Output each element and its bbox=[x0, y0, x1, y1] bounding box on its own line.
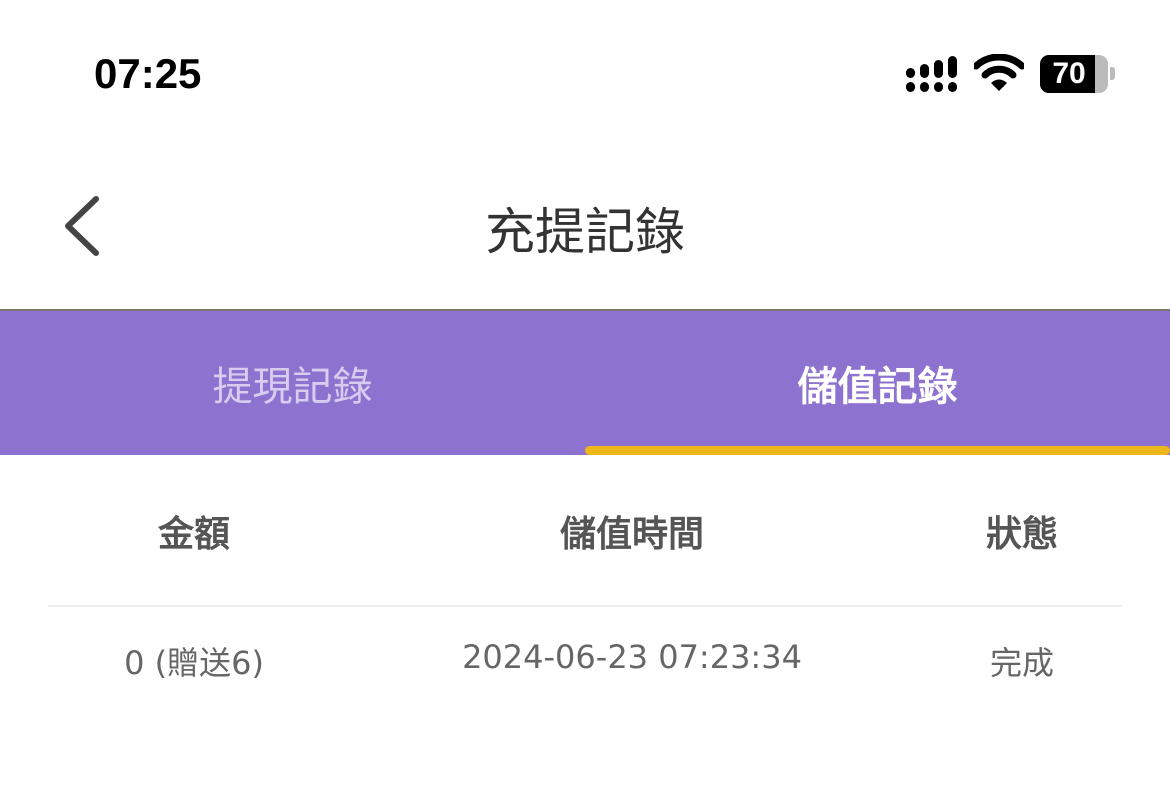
column-header-amount: 金額 bbox=[157, 514, 231, 555]
tab-label: 儲值記錄 bbox=[797, 364, 958, 410]
battery-icon: 70 bbox=[1040, 55, 1108, 93]
signal-icon bbox=[906, 56, 957, 92]
battery-nub bbox=[1110, 67, 1115, 80]
nav-bar: 充提記錄 bbox=[0, 150, 1170, 310]
tab-deposit-records[interactable]: 儲值記錄 bbox=[585, 311, 1170, 455]
wifi-icon bbox=[974, 54, 1024, 91]
tab-bar: 提現記錄 儲值記錄 bbox=[0, 309, 1170, 455]
tab-label: 提現記錄 bbox=[212, 364, 373, 410]
status-time: 07:25 bbox=[94, 50, 202, 97]
active-tab-indicator bbox=[585, 446, 1170, 455]
divider bbox=[48, 605, 1122, 607]
battery-percent: 70 bbox=[1052, 57, 1086, 90]
cell-status: 完成 bbox=[989, 644, 1055, 682]
cell-amount: 0 (贈送6) bbox=[124, 644, 264, 682]
page-title: 充提記錄 bbox=[485, 203, 685, 261]
column-header-time: 儲值時間 bbox=[559, 514, 705, 555]
cell-time: 2024-06-23 07:23:34 bbox=[462, 638, 802, 676]
tab-withdraw-records[interactable]: 提現記錄 bbox=[0, 311, 585, 455]
status-bar: 07:25 70 bbox=[0, 0, 1170, 120]
battery-fill bbox=[1040, 55, 1096, 93]
chevron-left-icon[interactable] bbox=[60, 195, 104, 257]
column-header-status: 狀態 bbox=[985, 514, 1059, 555]
